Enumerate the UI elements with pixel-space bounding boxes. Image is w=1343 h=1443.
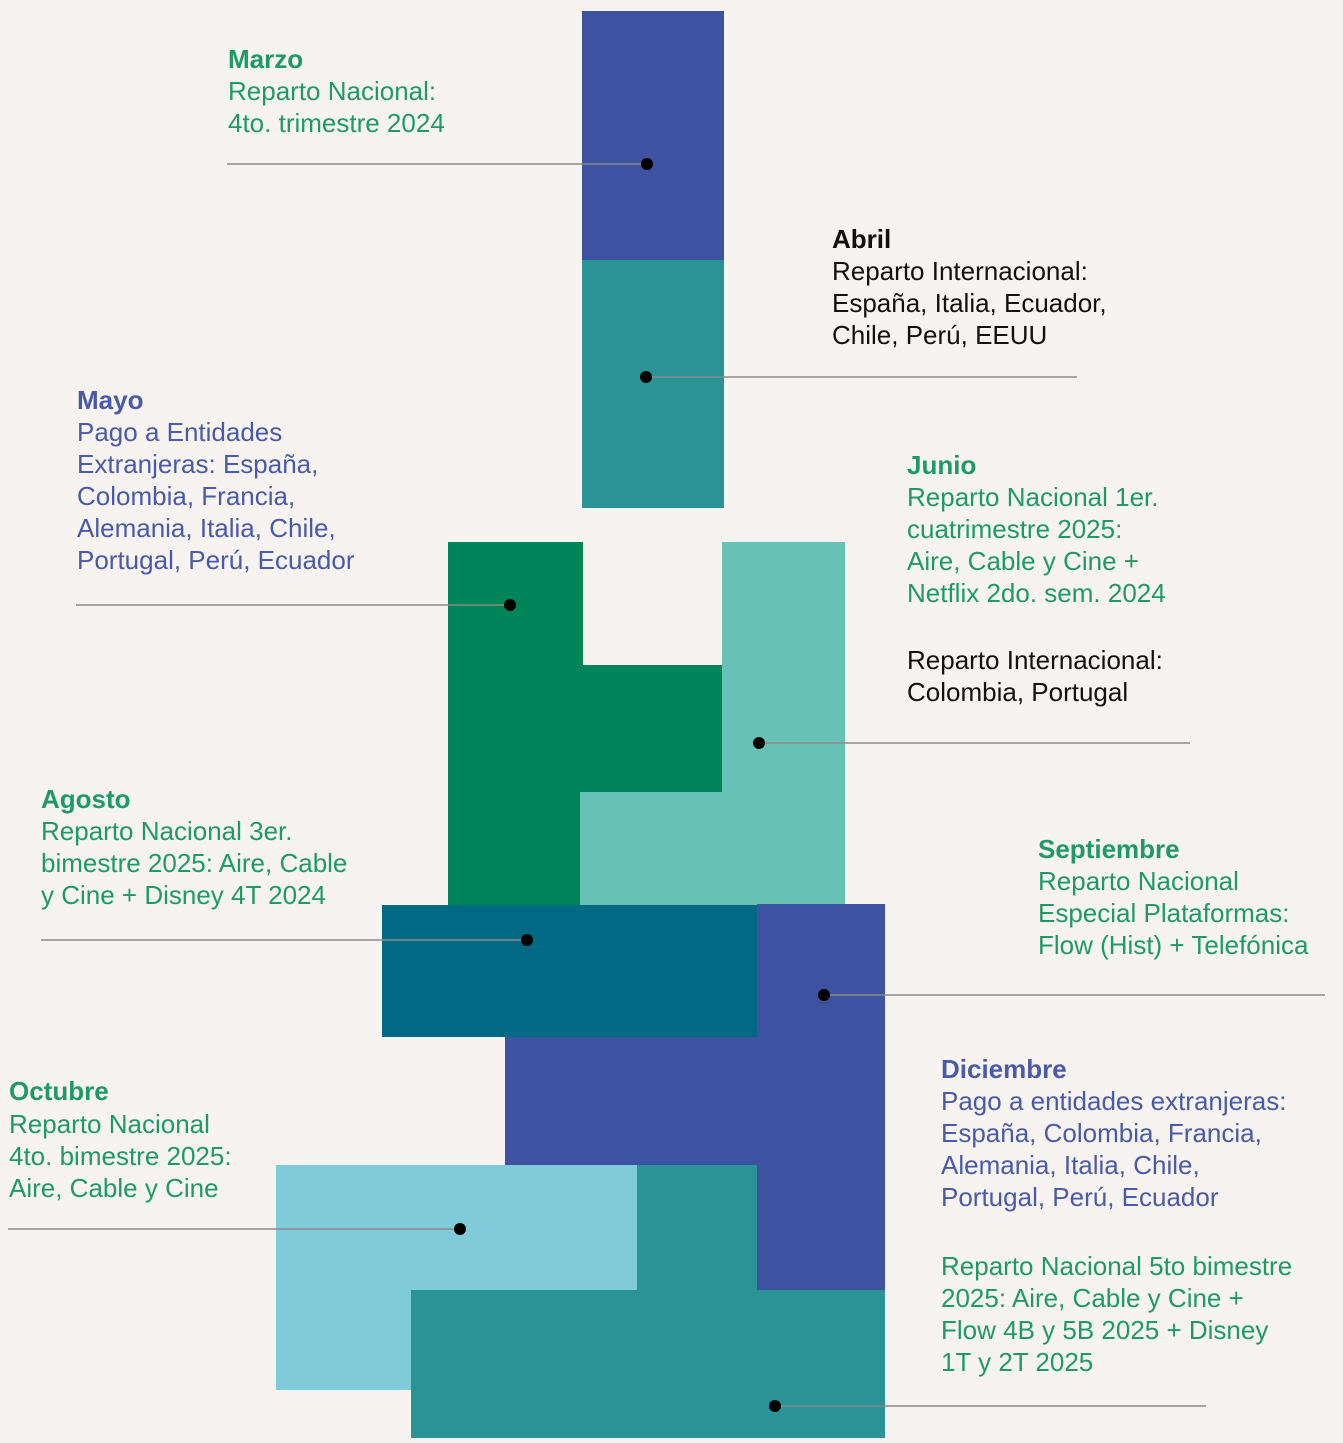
block — [582, 11, 724, 260]
event-text: Reparto Internacional: — [907, 645, 1163, 675]
event-text: Aire, Cable y Cine — [9, 1173, 219, 1203]
event-title: Septiembre — [1038, 834, 1180, 864]
event-text: Extranjeras: España, — [77, 449, 318, 479]
event-text: Reparto Nacional 5to bimestre — [941, 1251, 1292, 1281]
dot — [753, 737, 765, 749]
block — [411, 1165, 885, 1438]
event-text: 4to. bimestre 2025: — [9, 1141, 232, 1171]
dots — [454, 158, 830, 1412]
event-text: Colombia, Francia, — [77, 481, 295, 511]
dot — [521, 934, 533, 946]
event-text: Alemania, Italia, Chile, — [941, 1150, 1200, 1180]
event-text: Pago a entidades extranjeras: — [941, 1086, 1286, 1116]
dot — [769, 1400, 781, 1412]
event-text: Pago a Entidades — [77, 417, 282, 447]
dot — [454, 1223, 466, 1235]
block — [382, 905, 757, 1037]
event-title: Diciembre — [941, 1054, 1067, 1084]
dot — [640, 371, 652, 383]
block — [582, 260, 724, 508]
event-text: Colombia, Portugal — [907, 677, 1128, 707]
event-text: España, Colombia, Francia, — [941, 1118, 1262, 1148]
dot — [641, 158, 653, 170]
event-title: Marzo — [228, 44, 303, 74]
event-title: Abril — [832, 224, 891, 254]
event-text: Especial Plataformas: — [1038, 898, 1289, 928]
event-title: Octubre — [9, 1076, 109, 1106]
event-text: 1T y 2T 2025 — [941, 1347, 1093, 1377]
event-text: Reparto Nacional — [1038, 866, 1239, 896]
event-text: Chile, Perú, EEUU — [832, 320, 1047, 350]
event-title: Agosto — [41, 784, 131, 814]
event-text: Reparto Nacional 3er. — [41, 816, 292, 846]
event-text: 2025: Aire, Cable y Cine + — [941, 1283, 1244, 1313]
connectors — [8, 163, 1325, 1407]
event-text: España, Italia, Ecuador, — [832, 288, 1107, 318]
event-text: Aire, Cable y Cine + — [907, 546, 1139, 576]
event-text: 4to. trimestre 2024 — [228, 108, 445, 138]
event-text: y Cine + Disney 4T 2024 — [41, 880, 326, 910]
event-text: Reparto Internacional: — [832, 256, 1088, 286]
event-text: Flow (Hist) + Telefónica — [1038, 930, 1309, 960]
event-title: Mayo — [77, 385, 143, 415]
block — [505, 904, 885, 1290]
event-text: Portugal, Perú, Ecuador — [941, 1182, 1219, 1212]
event-text: bimestre 2025: Aire, Cable — [41, 848, 347, 878]
dot — [818, 989, 830, 1001]
block — [580, 542, 845, 905]
block — [448, 542, 722, 905]
event-title: Junio — [907, 450, 976, 480]
event-text: Reparto Nacional — [9, 1109, 210, 1139]
dot — [504, 599, 516, 611]
event-text: Reparto Nacional: — [228, 76, 436, 106]
event-text: Alemania, Italia, Chile, — [77, 513, 336, 543]
event-text: Flow 4B y 5B 2025 + Disney — [941, 1315, 1268, 1345]
event-text: Reparto Nacional 1er. — [907, 482, 1158, 512]
block — [276, 1165, 637, 1390]
blocks — [276, 11, 885, 1438]
event-text: Netflix 2do. sem. 2024 — [907, 578, 1166, 608]
event-text: Portugal, Perú, Ecuador — [77, 545, 355, 575]
event-text: cuatrimestre 2025: — [907, 514, 1122, 544]
